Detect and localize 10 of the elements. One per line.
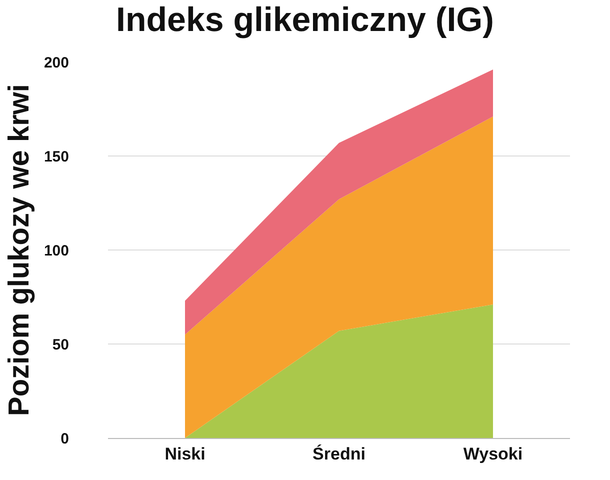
y-tick-label: 200: [44, 54, 69, 72]
x-tick-label: Wysoki: [463, 444, 523, 464]
y-tick-label: 100: [44, 242, 69, 260]
y-tick-label: 50: [52, 336, 69, 354]
chart-title: Indeks glikemiczny (IG): [116, 1, 494, 39]
y-tick-label: 0: [60, 430, 69, 448]
y-tick-label: 150: [44, 148, 69, 166]
x-tick-label: Niski: [164, 444, 206, 464]
x-tick-label: Średni: [312, 443, 366, 464]
y-axis-title: Poziom glukozy we krwi: [3, 84, 36, 416]
